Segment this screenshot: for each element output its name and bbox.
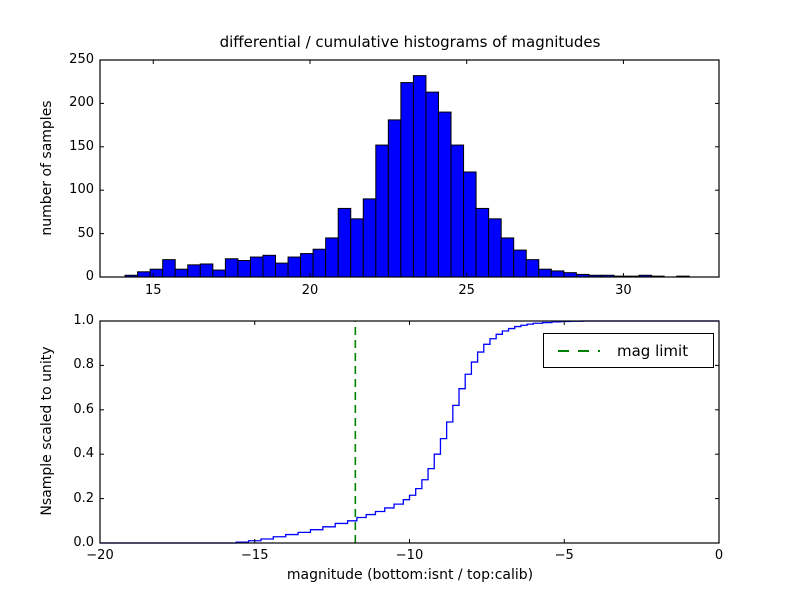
chart-title: differential / cumulative histograms of …	[219, 33, 601, 51]
top-xtick-label: 20	[301, 283, 319, 298]
top-ytick-label: 50	[77, 225, 94, 241]
top-ytick-label: 200	[69, 95, 94, 111]
top-xtick-label: 15	[144, 283, 162, 298]
bottom-ytick-label: 0.2	[73, 490, 94, 506]
bottom-ytick-label: 0.0	[73, 535, 94, 550]
top-y-axis-label: number of samples	[39, 100, 55, 236]
top-ytick-label: 100	[69, 182, 94, 198]
bottom-ytick-label: 1.0	[73, 313, 94, 328]
legend: mag limit	[543, 333, 714, 368]
bottom-ytick-label: 0.6	[73, 401, 94, 417]
bottom-xtick-label: −5	[554, 548, 574, 563]
top-xtick-label: 30	[615, 283, 632, 298]
top-xtick-label: 25	[458, 283, 475, 298]
bottom-ytick-label: 0.8	[73, 357, 94, 373]
bottom-xtick-label: −20	[86, 548, 114, 563]
bottom-y-axis-label: Nsample scaled to unity	[39, 346, 55, 516]
bottom-xtick-label: 0	[714, 548, 724, 563]
x-axis-label: magnitude (bottom:isnt / top:calib)	[286, 567, 534, 583]
legend-dashed-line-icon	[558, 349, 600, 352]
bottom-xtick-label: −15	[241, 548, 269, 563]
top-ytick-label: 150	[69, 138, 94, 154]
top-ytick-label: 250	[69, 52, 94, 67]
top-ytick-label: 0	[85, 269, 94, 284]
bottom-xtick-label: −10	[395, 548, 424, 563]
bottom-ytick-label: 0.4	[73, 446, 94, 462]
legend-label: mag limit	[617, 341, 689, 360]
